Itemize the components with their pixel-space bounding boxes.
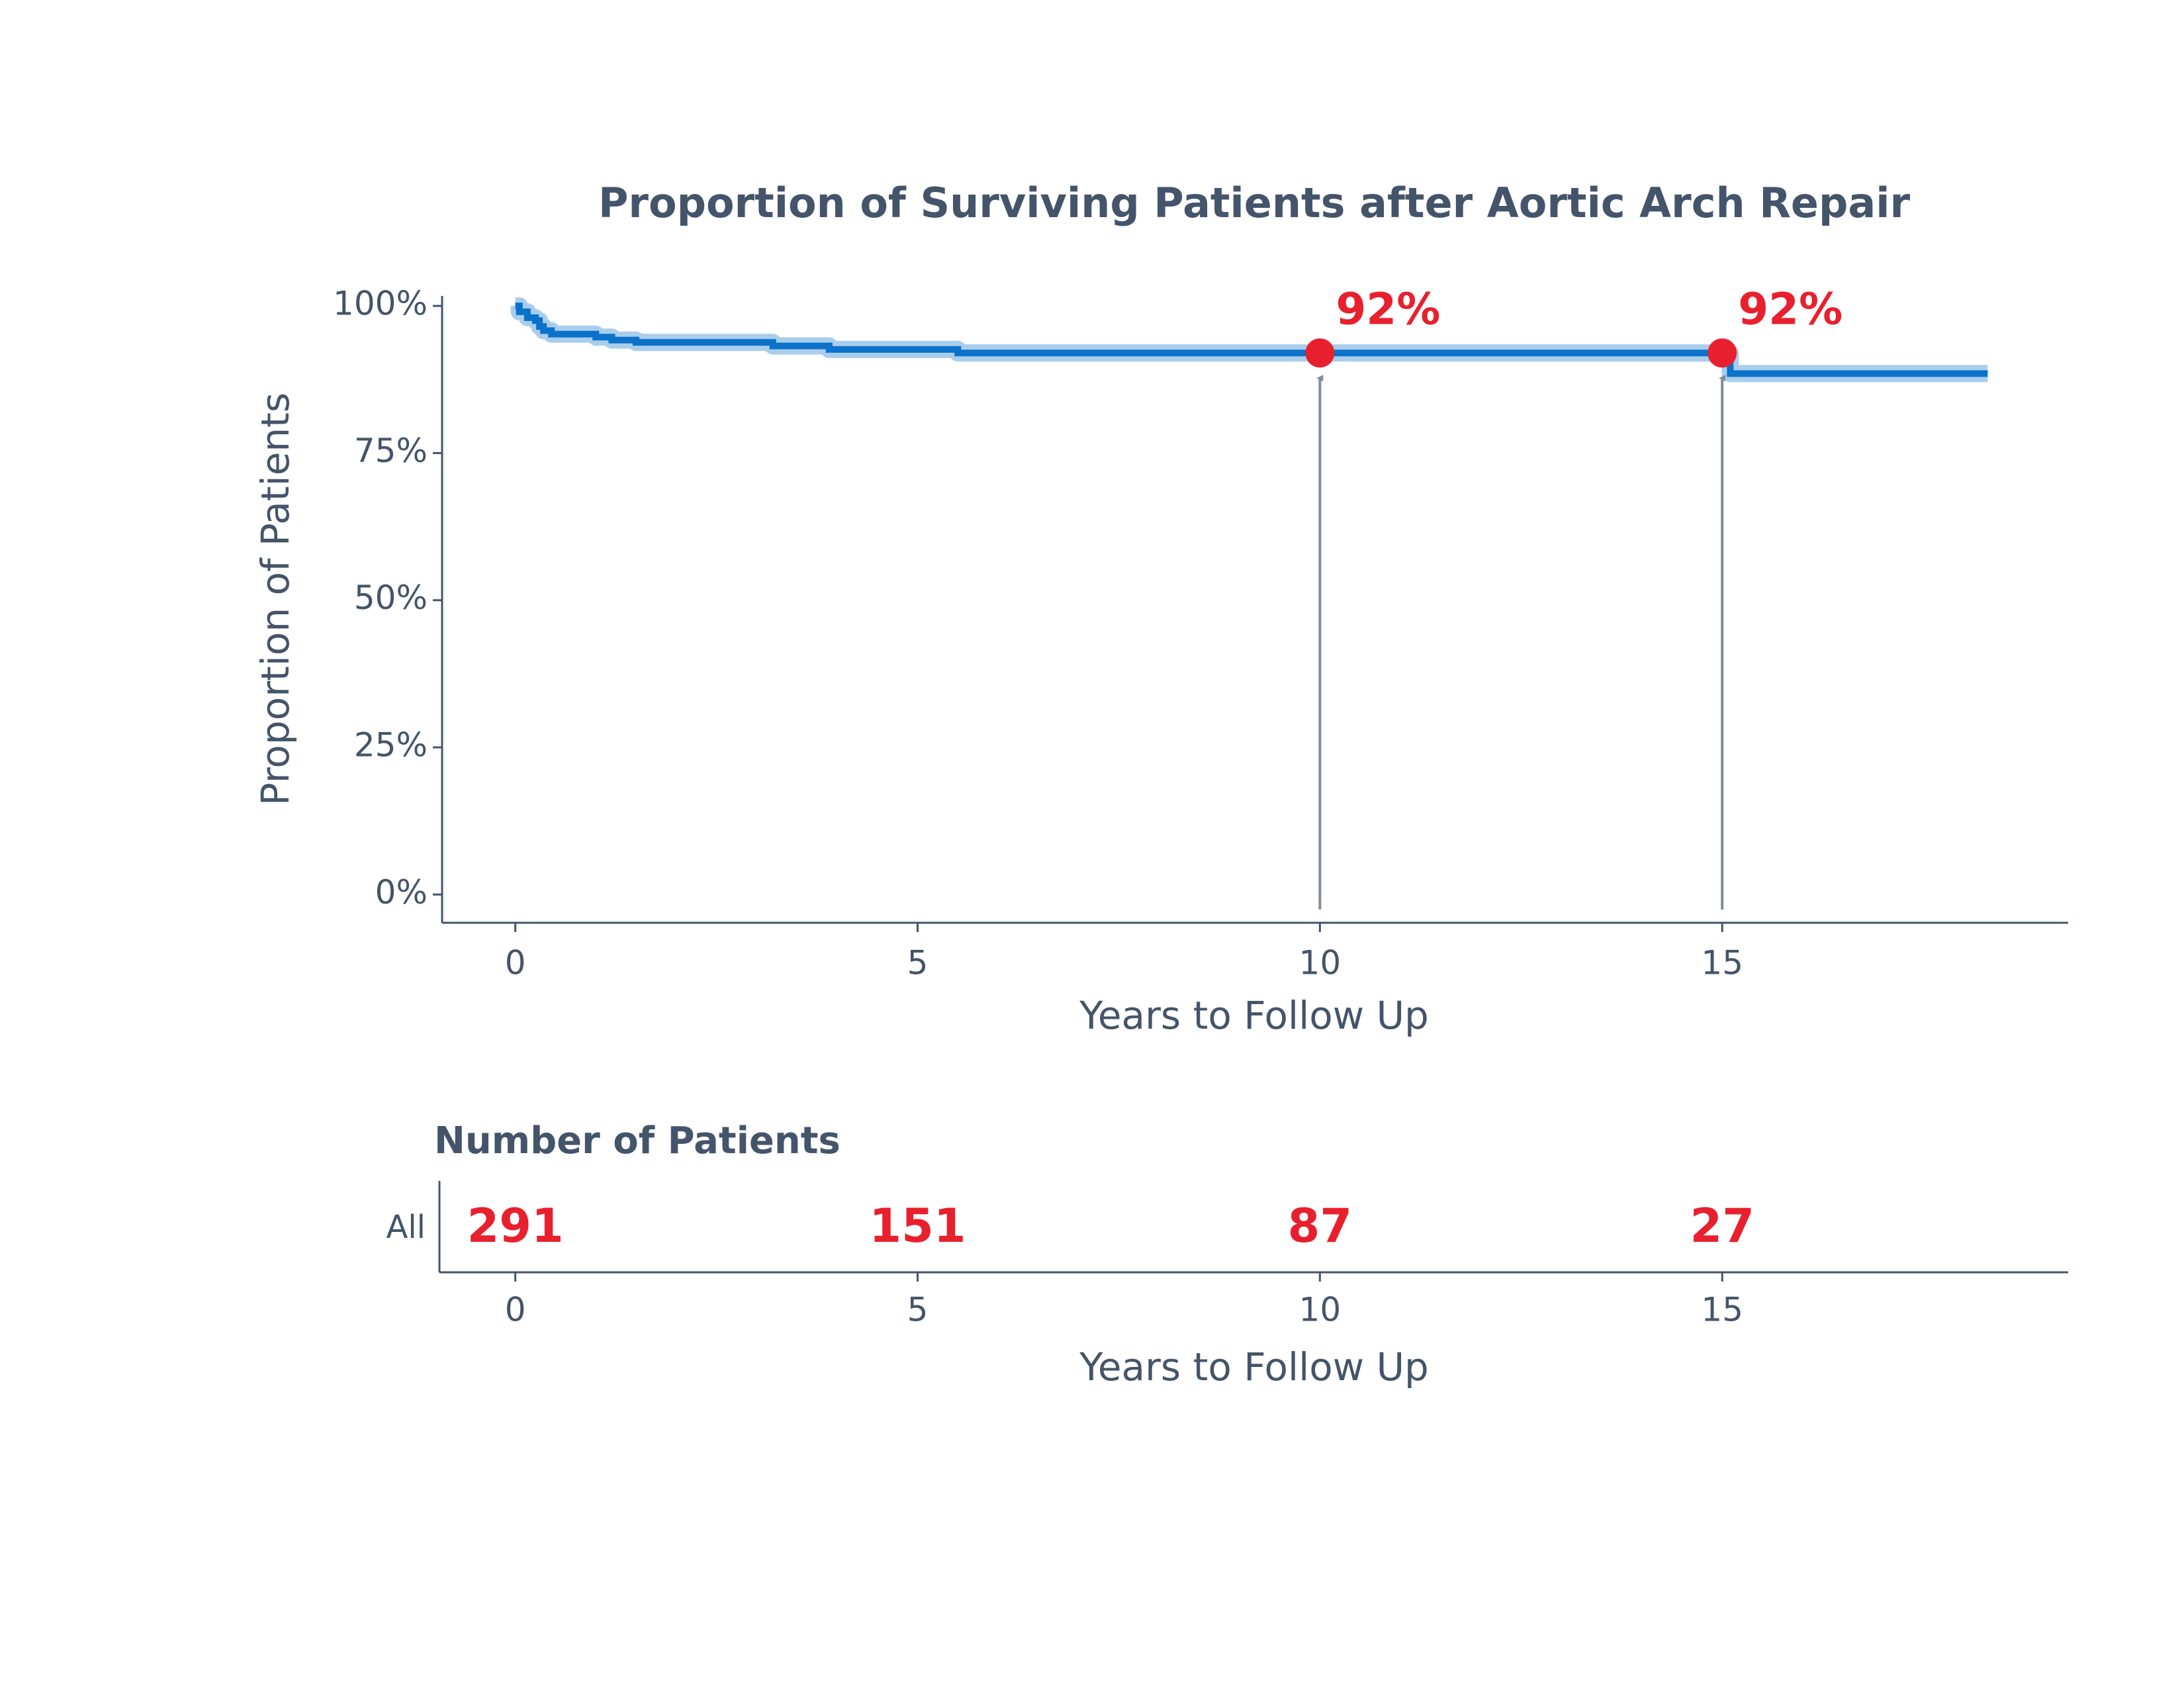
y-axis-title: Proportion of Patients — [253, 393, 298, 806]
risk-count: 87 — [1288, 1199, 1352, 1253]
chart-title: Proportion of Surviving Patients after A… — [598, 179, 1910, 227]
y-tick-label: 100% — [333, 285, 428, 323]
x-axis-title: Years to Follow Up — [1079, 993, 1429, 1038]
risk-row-label: All — [386, 1209, 426, 1246]
annotation-point — [1305, 338, 1335, 368]
risk-count: 151 — [869, 1199, 966, 1253]
risk-x-axis-title: Years to Follow Up — [1079, 1344, 1429, 1389]
y-tick-label: 75% — [354, 432, 428, 470]
annotation-label: 92% — [1336, 283, 1440, 334]
x-tick-label: 10 — [1299, 944, 1342, 982]
x-tick-label: 15 — [1701, 944, 1743, 982]
y-tick-label: 0% — [375, 873, 428, 912]
x-tick-label: 5 — [907, 944, 929, 982]
annotation-label: 92% — [1738, 283, 1843, 334]
y-tick-label: 50% — [354, 579, 428, 617]
risk-x-tick-label: 5 — [907, 1291, 929, 1329]
risk-x-tick-label: 0 — [505, 1291, 526, 1329]
survival-line — [515, 303, 1988, 377]
y-tick-label: 25% — [354, 726, 428, 765]
x-tick-label: 0 — [505, 944, 526, 982]
risk-table-title: Number of Patients — [434, 1119, 841, 1162]
risk-count: 291 — [467, 1199, 564, 1253]
annotation-point — [1707, 338, 1737, 368]
risk-x-tick-label: 15 — [1701, 1291, 1743, 1329]
risk-x-tick-label: 10 — [1299, 1291, 1342, 1329]
risk-count: 27 — [1690, 1199, 1754, 1253]
